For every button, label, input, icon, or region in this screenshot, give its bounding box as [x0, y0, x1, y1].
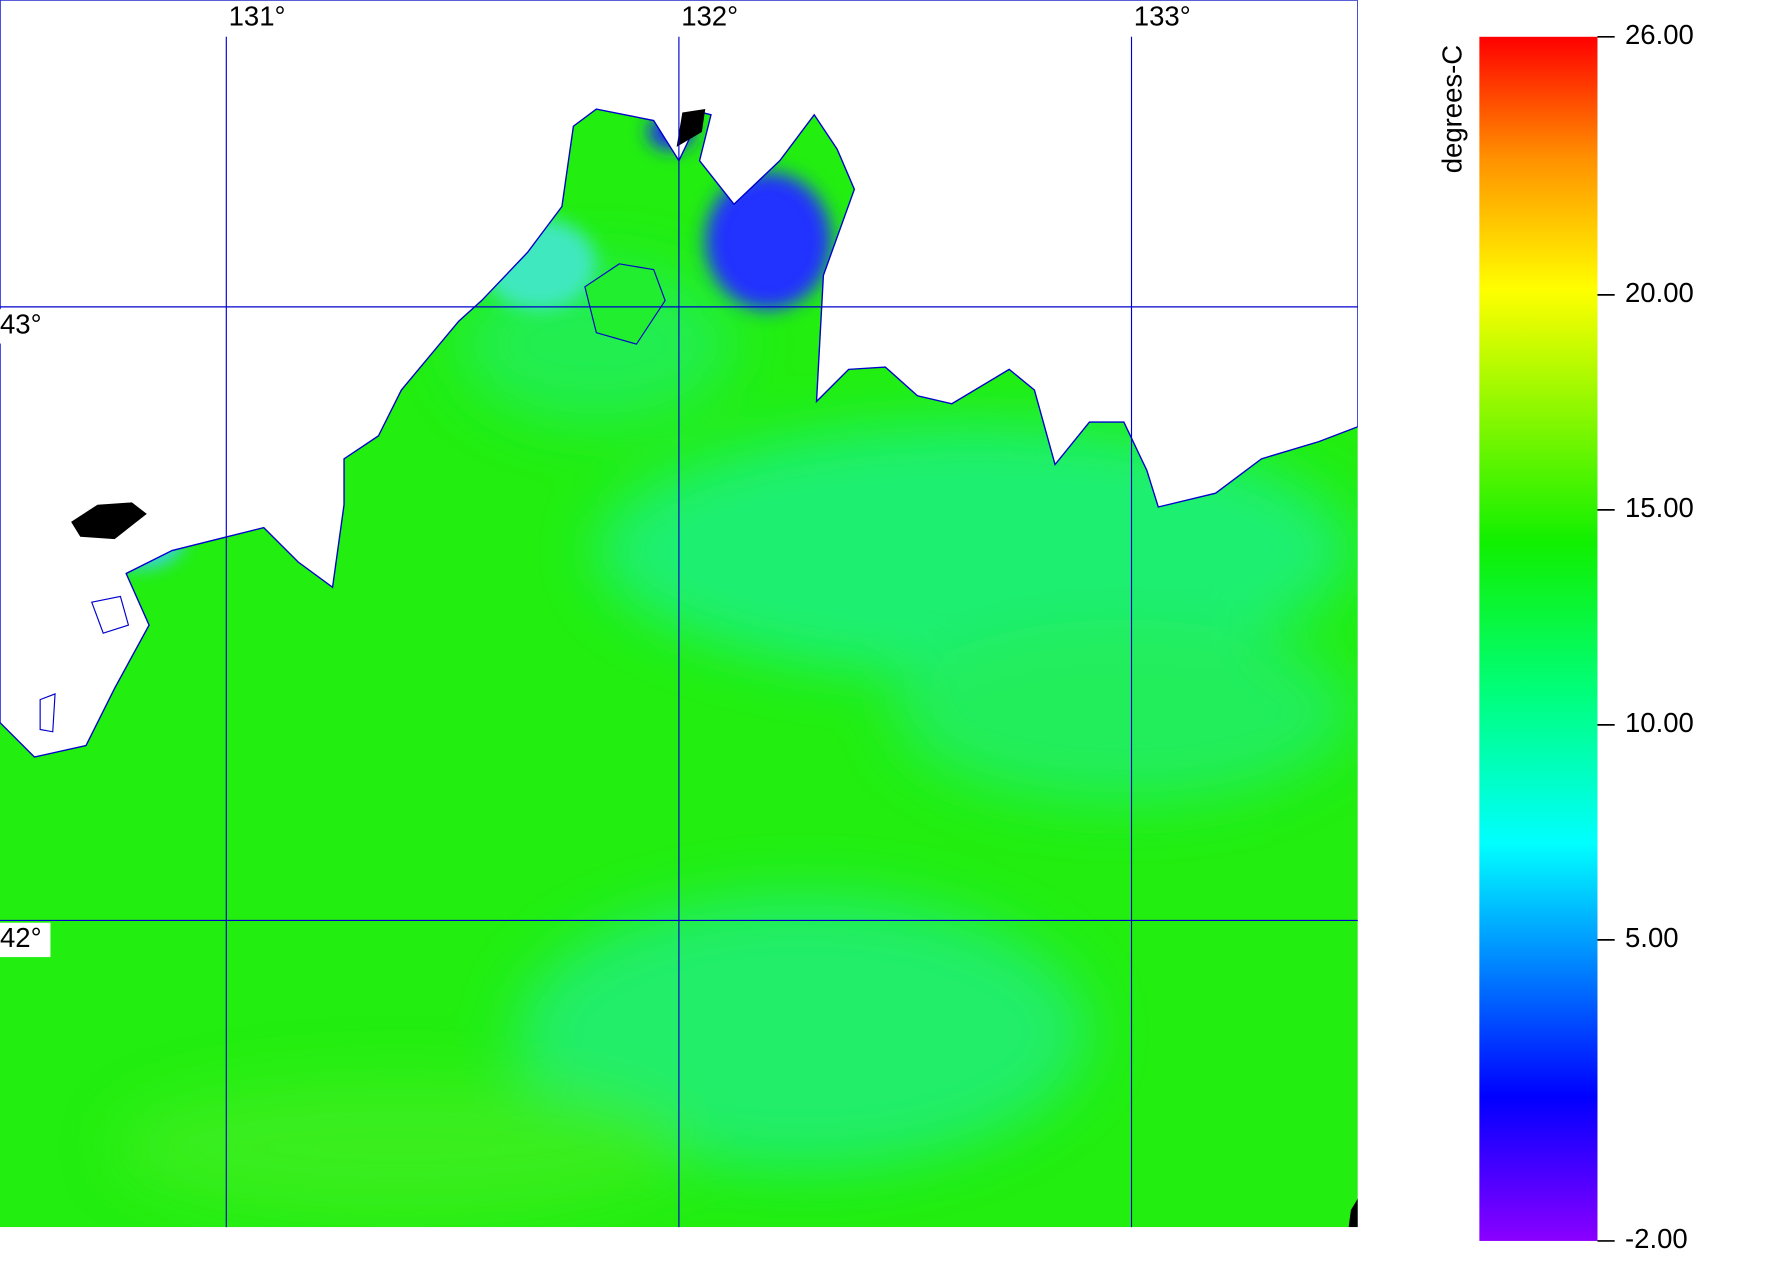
- colorbar-tick-label: 5.00: [1625, 922, 1679, 953]
- colorbar-tick-label: 20.00: [1625, 277, 1694, 308]
- colorbar-label: degrees-C: [1436, 45, 1467, 173]
- lon-label: 131°: [229, 1, 286, 32]
- land: [0, 0, 1358, 758]
- colorbar: [1479, 36, 1598, 1241]
- ice-dark: [676, 109, 706, 147]
- colorbar-tick-label: 10.00: [1625, 707, 1694, 738]
- lat-label: 42°: [0, 922, 42, 953]
- lon-label: 132°: [681, 1, 738, 32]
- island: [90, 595, 130, 634]
- label-bg: [0, 922, 51, 958]
- lon-label: 133°: [1134, 1, 1191, 32]
- island: [39, 693, 56, 733]
- ice-dark: [71, 502, 147, 540]
- inlet: [584, 263, 666, 345]
- ice-dark: [1348, 1198, 1358, 1228]
- colorbar-tick-label: 26.00: [1625, 19, 1694, 50]
- label-bg: [0, 309, 51, 344]
- colorbar-tick-label: 15.00: [1625, 492, 1694, 523]
- lat-label: 43°: [0, 309, 42, 340]
- colorbar-tick-label: -2.00: [1625, 1223, 1688, 1254]
